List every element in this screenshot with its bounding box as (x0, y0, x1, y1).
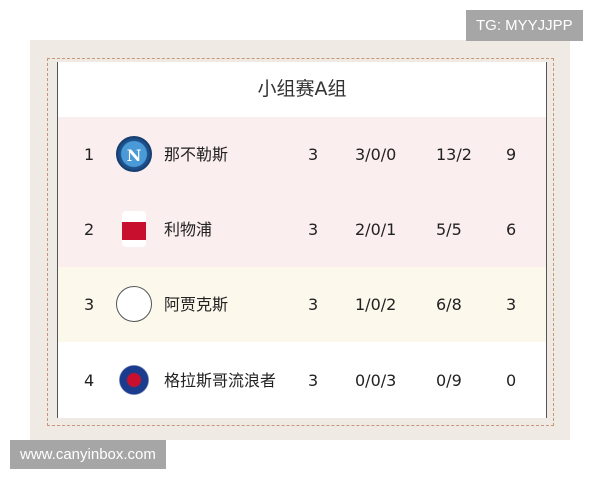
team-name: 那不勒斯 (164, 145, 229, 164)
table-row: 1 N 那不勒斯 3 3/0/0 13/2 9 (58, 117, 546, 192)
team-name: 格拉斯哥流浪者 (164, 371, 277, 390)
played: 3 (308, 295, 319, 314)
watermark-top: TG: MYYJJPP (466, 10, 583, 41)
team-name: 阿贾克斯 (164, 295, 229, 314)
points: 9 (506, 145, 517, 164)
rank: 2 (84, 220, 95, 239)
rank: 3 (84, 295, 95, 314)
played: 3 (308, 145, 319, 164)
ajax-crest-icon (116, 286, 152, 322)
liverpool-crest-icon (122, 211, 146, 247)
table-row: 2 利物浦 3 2/0/1 5/5 6 (58, 192, 546, 267)
points: 3 (506, 295, 517, 314)
dashed-border (47, 58, 554, 426)
napoli-crest-icon: N (116, 136, 152, 172)
table-title: 小组赛A组 (257, 78, 347, 100)
rangers-crest-icon (116, 362, 152, 398)
rank: 4 (84, 371, 95, 390)
table-row: 3 阿贾克斯 3 1/0/2 6/8 3 (58, 267, 546, 342)
win-draw-loss: 1/0/2 (355, 295, 397, 314)
win-draw-loss: 2/0/1 (355, 220, 397, 239)
win-draw-loss: 3/0/0 (355, 145, 397, 164)
team-name: 利物浦 (164, 220, 213, 239)
points: 6 (506, 220, 517, 239)
played: 3 (308, 220, 319, 239)
goals: 6/8 (436, 295, 462, 314)
win-draw-loss: 0/0/3 (355, 371, 397, 390)
goals: 13/2 (436, 145, 472, 164)
played: 3 (308, 371, 319, 390)
rank: 1 (84, 145, 95, 164)
table-row: 4 格拉斯哥流浪者 3 0/0/3 0/9 0 (58, 343, 546, 418)
goals: 0/9 (436, 371, 462, 390)
watermark-bottom: www.canyinbox.com (10, 440, 166, 469)
points: 0 (506, 371, 517, 390)
goals: 5/5 (436, 220, 462, 239)
